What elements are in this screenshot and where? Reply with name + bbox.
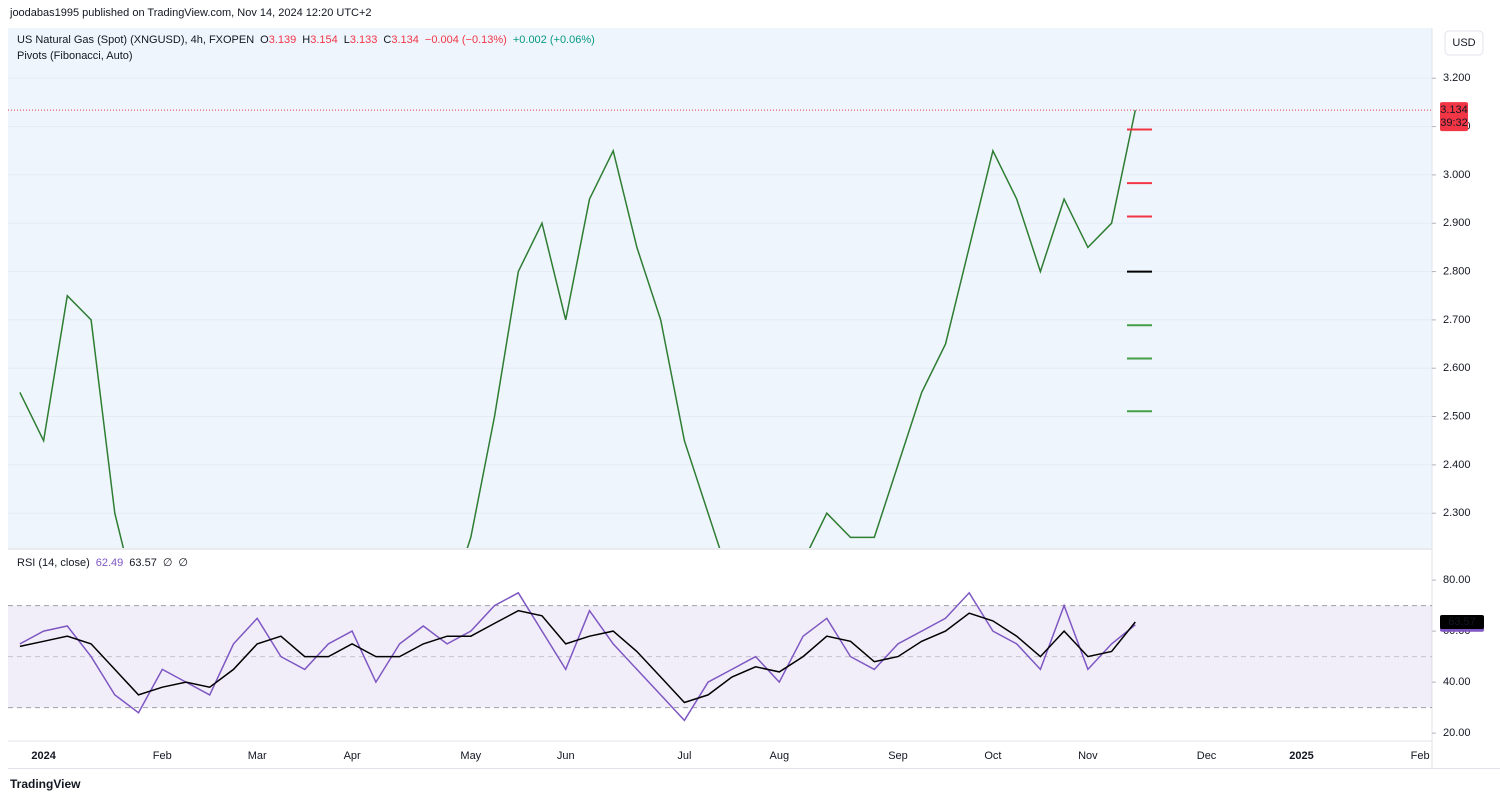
y-tick-label: 3.200 (1443, 72, 1471, 84)
extended-change: +0.002 (+0.06%) (513, 34, 595, 46)
y-tick-label: 2.600 (1443, 362, 1471, 374)
series-line (19, 609, 1136, 704)
empty-value: ∅ (163, 557, 173, 569)
rsi-ma-value: 63.57 (129, 557, 157, 569)
currency-button[interactable] (1444, 30, 1484, 56)
change: −0.004 (−0.13%) (425, 34, 507, 46)
y-tick-label: 3.000 (1443, 169, 1471, 181)
countdown: 39:32 (1440, 117, 1468, 129)
rsi-pane (8, 550, 1432, 740)
x-tick-label: 2024 (31, 750, 56, 762)
y-tick-label: 2.400 (1443, 459, 1471, 471)
currency[interactable]: USD (1452, 37, 1475, 49)
x-tick-label: Feb (153, 750, 172, 762)
y-tick-label: 2.800 (1443, 265, 1471, 277)
high-value: 3.154 (310, 34, 338, 46)
y-tick-label: 2.300 (1443, 507, 1471, 519)
y-tick-label: 2.900 (1443, 217, 1471, 229)
ohlc-label: H (302, 34, 310, 46)
last-price-box (1440, 102, 1468, 132)
y-tick-label: 40.00 (1443, 676, 1471, 688)
x-tick-label: May (460, 750, 481, 762)
series-line (19, 110, 1137, 548)
x-tick-label: Nov (1078, 750, 1098, 762)
footer-border (8, 768, 1500, 769)
brand-logo: TradingView (10, 777, 81, 791)
ohlc-label: O (260, 34, 269, 46)
ohlc-label: C (383, 34, 391, 46)
x-tick-label: Oct (984, 750, 1001, 762)
low-value: 3.133 (350, 34, 378, 46)
price-pane (8, 28, 1432, 548)
x-tick-label: Dec (1197, 750, 1217, 762)
x-tick-label: Feb (1411, 750, 1430, 762)
y-tick-label: 80.00 (1443, 574, 1471, 586)
rsi-legend: RSI (14, close) 62.49 63.57 ∅ ∅ (17, 557, 188, 569)
close-value: 3.134 (391, 34, 419, 46)
symbol: US Natural Gas (Spot) (XNGUSD), 4h, FXOP… (17, 34, 254, 46)
x-tick-label: Aug (770, 750, 790, 762)
x-tick-label: Apr (344, 750, 361, 762)
open-value: 3.139 (269, 34, 297, 46)
rsi-value-box (1440, 614, 1484, 629)
publisher: joodabas1995 published on TradingView.co… (9, 7, 372, 19)
x-tick-label: Mar (248, 750, 267, 762)
ohlc-label: L (344, 34, 350, 46)
rsi-value: 62.49 (96, 557, 124, 569)
y-tick-label: 2.700 (1443, 314, 1471, 326)
rsi-value-label: 63.57 (1448, 616, 1476, 628)
indicator-legend: Pivots (Fibonacci, Auto) (17, 50, 133, 62)
price-legend: US Natural Gas (Spot) (XNGUSD), 4h, FXOP… (17, 34, 595, 46)
x-tick-label: 2025 (1289, 750, 1313, 762)
x-tick-label: Jul (677, 750, 691, 762)
y-tick-label: 2.500 (1443, 410, 1471, 422)
empty-value: ∅ (178, 557, 188, 569)
last-price-label: 3.134 (1440, 104, 1468, 116)
rsi-title: RSI (14, close) (17, 557, 90, 569)
x-tick-label: Jun (557, 750, 575, 762)
y-tick-label: 20.00 (1443, 727, 1471, 739)
x-tick-label: Sep (888, 750, 908, 762)
